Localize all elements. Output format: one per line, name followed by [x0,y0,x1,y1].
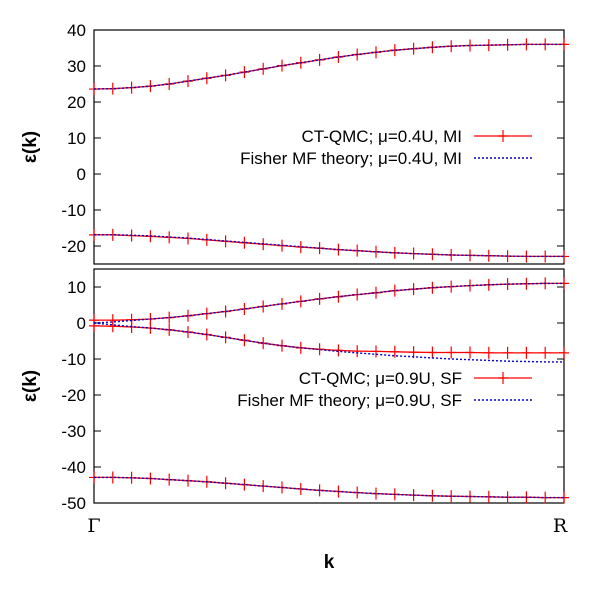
y-tick-label: 20 [67,93,86,112]
ct-qmc-point [427,248,438,261]
ct-qmc-point [89,319,99,332]
legend-entry-label: CT-QMC; μ=0.9U, SF [299,369,462,388]
top-panel-y-axis: 40 30 20 10 0 -10 -20 [61,21,564,256]
ct-qmc-point [559,250,569,263]
ct-qmc-point [446,346,457,359]
bottom-panel-y-axis: 10 0 -10 -20 -30 -40 -50 [61,278,564,513]
ct-qmc-point [258,62,269,75]
y-tick-label: 10 [67,278,86,297]
ct-qmc-point [164,473,175,486]
y-tick-label: 0 [77,165,86,184]
ct-qmc-point [483,490,494,503]
ct-qmc-branch-0-line [93,43,564,90]
ct-qmc-point [427,346,438,359]
ct-qmc-branch-1-line [94,234,564,258]
ct-qmc-point [483,249,494,262]
ct-qmc-point [446,280,457,293]
ct-qmc-point [502,346,513,359]
x-tick-label-gamma: Γ [87,515,100,537]
ct-qmc-point [559,491,569,504]
ct-qmc-point [333,51,344,63]
ct-qmc-point [107,320,118,333]
ct-qmc-point [239,236,250,249]
ct-qmc-point [164,311,175,324]
ct-qmc-point [389,284,400,297]
ct-qmc-branch-2-line [94,476,564,499]
y-tick-label: -50 [61,494,86,513]
bottom-panel-plot-area [89,277,569,504]
x-tick-label-r: R [553,515,568,537]
mf-theory-branch-1-line [94,234,564,258]
y-tick-label: -10 [61,201,86,220]
ct-qmc-point [295,482,306,495]
ct-qmc-point [295,241,306,254]
ct-qmc-point [371,487,381,500]
ct-qmc-point [371,245,381,258]
ct-qmc-point [107,471,118,484]
y-tick-label: 40 [67,21,86,40]
ct-qmc-point [314,343,325,356]
top-panel-legend: CT-QMC; μ=0.4U, MI Fisher MF theory; μ=0.… [240,127,532,168]
mf-theory-branch-2-line [94,476,564,499]
bottom-panel-legend: CT-QMC; μ=0.9U, SF Fisher MF theory; μ=0.… [237,369,532,410]
y-tick-label: -40 [61,458,86,477]
ct-qmc-point [333,344,344,357]
ct-qmc-point [107,82,118,95]
ct-qmc-branch-0-line [94,282,564,321]
ct-qmc-point [465,346,475,359]
bottom-panel-y-axis-title: ε(k) [20,370,41,402]
legend-entry-marker [498,130,508,142]
ct-qmc-point [521,346,532,359]
ct-qmc-point [559,346,569,359]
y-tick-label: 30 [67,57,86,76]
ct-qmc-point [465,39,475,52]
y-tick-label: 10 [67,129,86,148]
ct-qmc-point [164,78,175,90]
x-axis-title: k [324,552,335,573]
legend-entry-marker [498,372,508,384]
top-panel-frame [93,29,565,265]
y-tick-label: -30 [61,422,86,441]
ct-qmc-point [239,478,250,491]
ct-qmc-point [107,228,118,241]
ct-qmc-point [371,345,381,358]
ct-qmc-point [239,334,250,347]
ct-qmc-point [89,83,99,96]
legend-entry-label: Fisher MF theory; μ=0.9U, SF [237,391,462,410]
y-tick-label: -20 [61,237,86,256]
mf-theory-branch-1-line [93,322,564,363]
legend-entry-label: Fisher MF theory; μ=0.4U, MI [240,149,462,168]
ct-qmc-point [164,231,175,244]
y-tick-label: -10 [61,350,86,369]
mf-theory-branch-0-line [93,43,564,90]
ct-qmc-point [540,346,551,359]
ct-qmc-point [352,345,363,358]
legend-entry-label: CT-QMC; μ=0.4U, MI [302,127,462,146]
ct-qmc-point [521,38,532,51]
y-tick-label: -20 [61,386,86,405]
ct-qmc-point [239,302,250,315]
ct-qmc-point [389,345,400,358]
ct-qmc-point [314,292,325,305]
ct-qmc-point [483,346,494,359]
mf-theory-branch-0-line [93,282,564,324]
bottom-panel-frame [93,268,565,504]
y-tick-label: 0 [77,314,86,333]
top-panel-plot-area [89,38,569,263]
top-panel-y-axis-title: ε(k) [20,131,41,163]
ct-qmc-point [427,489,438,502]
